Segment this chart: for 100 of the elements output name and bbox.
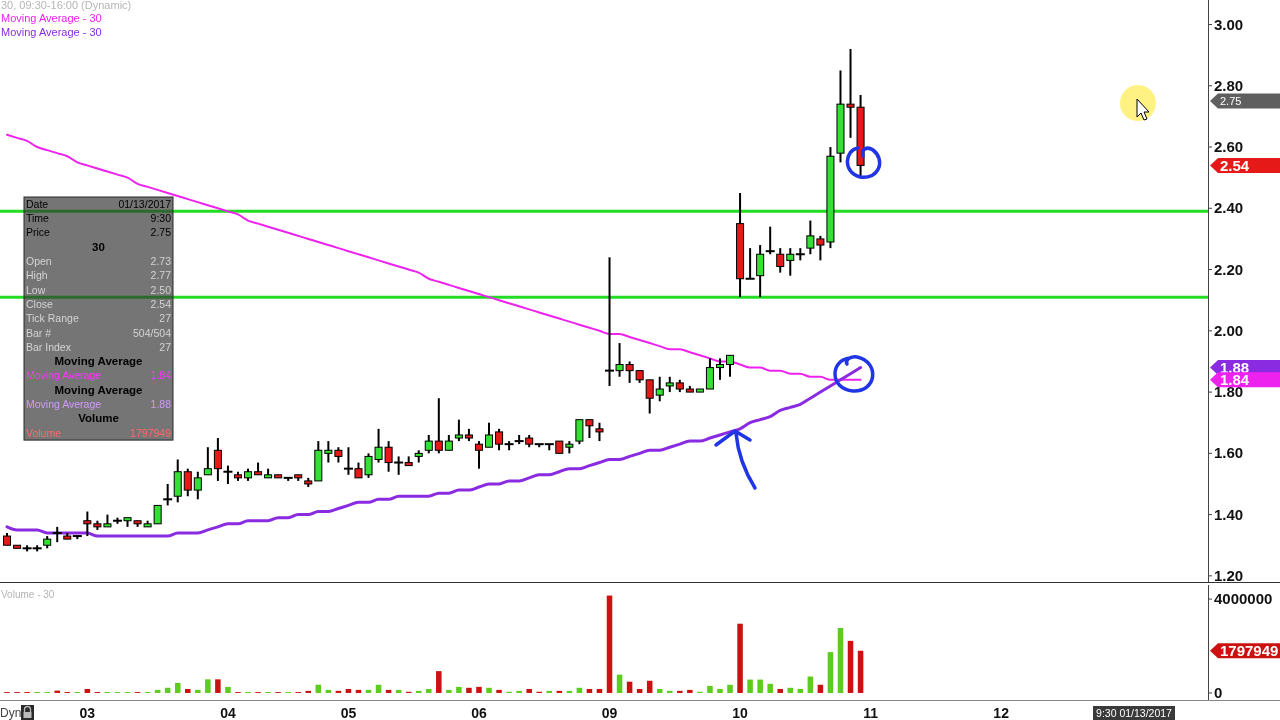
y-tick-label: 2.20	[1214, 260, 1244, 278]
bar	[737, 623, 743, 693]
candlestick	[786, 247, 795, 277]
y-tick-label: 2.40	[1214, 199, 1244, 217]
bar	[215, 679, 221, 693]
text: Moving Average - 30	[1, 12, 102, 24]
bar	[586, 688, 593, 693]
bar	[757, 679, 763, 693]
bar	[225, 686, 231, 693]
candlestick	[213, 437, 222, 482]
candlestick	[203, 446, 212, 476]
bar	[456, 686, 462, 693]
category-label: Price	[26, 226, 51, 239]
bar	[426, 688, 432, 693]
y-tick-label: 3.00	[1214, 15, 1244, 33]
candlestick	[776, 247, 785, 274]
text: 1.88	[150, 398, 171, 410]
category-label: 30	[92, 240, 105, 253]
text: 2.54	[1220, 156, 1250, 174]
bar	[446, 689, 452, 693]
bar	[636, 688, 643, 693]
bar	[646, 680, 653, 693]
text: 2.75	[1220, 95, 1242, 108]
text: Moving Average - 30	[1, 26, 102, 38]
x-tick-label: 05	[340, 705, 357, 720]
chart-title: 30, 09:30-16:00 (Dynamic)	[1, 0, 132, 11]
candlestick	[485, 421, 494, 449]
y-tick-label: 1.60	[1214, 444, 1244, 462]
text: 2.75	[150, 226, 171, 239]
text: 2.77	[150, 269, 171, 282]
text: 9:30	[150, 212, 171, 225]
text: 504/504	[133, 326, 171, 339]
bar	[54, 690, 60, 693]
text: 2.73	[150, 255, 171, 267]
text: 27	[159, 312, 171, 325]
line-series	[6, 133, 862, 381]
text: 2.50	[150, 283, 171, 296]
chart-title: Volume - 30	[1, 589, 55, 600]
bar	[797, 688, 804, 693]
bar	[436, 671, 442, 693]
bar	[466, 687, 472, 693]
candlestick	[595, 421, 604, 443]
category-label: Moving Average	[26, 369, 102, 382]
bar	[486, 687, 492, 693]
candlestick	[495, 427, 504, 452]
x-tick-label: 09	[601, 705, 618, 720]
y-tick-label: 4000000	[1214, 590, 1273, 608]
bar	[847, 640, 854, 693]
category-label: Bar Index	[26, 340, 72, 353]
candlestick	[424, 433, 433, 455]
bar	[687, 689, 693, 693]
category-label: Close	[26, 297, 54, 310]
category-label: Moving Average	[54, 355, 143, 368]
x-tick-label: 12	[993, 705, 1010, 720]
category-label: Low	[26, 283, 46, 296]
y-tick-label: 1.20	[1214, 566, 1244, 584]
bar	[656, 688, 663, 693]
candlestick	[193, 470, 202, 501]
category-label: Volume	[78, 412, 119, 425]
y-tick-label: 0	[1214, 683, 1223, 701]
bar	[195, 689, 201, 693]
text: 01/13/2017	[118, 197, 171, 210]
bar	[667, 690, 673, 693]
category-label: Open	[26, 255, 52, 267]
category-label: Moving Average	[26, 398, 102, 410]
candlestick	[183, 467, 192, 498]
bar	[185, 688, 191, 693]
candlestick	[726, 354, 735, 378]
x-tick-label: 03	[79, 705, 96, 720]
text: Dyn	[0, 706, 22, 720]
candlestick	[454, 418, 463, 443]
bar	[777, 688, 783, 693]
candlestick	[705, 357, 714, 391]
bar	[837, 627, 844, 693]
candlestick	[434, 397, 443, 455]
bar	[857, 650, 864, 693]
bar	[747, 679, 753, 693]
bar	[476, 686, 482, 693]
category-label: Date	[26, 197, 49, 210]
category-label: High	[26, 269, 48, 282]
bar	[84, 688, 91, 693]
candlestick	[715, 357, 724, 381]
bar	[827, 652, 834, 693]
bar	[717, 688, 723, 693]
category-label: Moving Average	[54, 383, 143, 396]
candlestick	[645, 378, 654, 415]
x-tick-label: 04	[220, 705, 236, 720]
bar	[767, 683, 773, 693]
y-tick-label: 2.80	[1214, 76, 1244, 94]
text: 1.84	[150, 369, 171, 382]
y-tick-label: 2.00	[1214, 321, 1244, 339]
category-label: Time	[26, 212, 50, 225]
bar	[516, 690, 522, 693]
text: 1797949	[130, 426, 171, 439]
candlestick	[655, 375, 664, 403]
y-tick-label: 1.40	[1214, 505, 1244, 523]
bar	[345, 688, 352, 693]
y-tick-label: 2.60	[1214, 138, 1244, 156]
bar	[496, 689, 502, 693]
x-tick-label: 10	[732, 705, 749, 720]
